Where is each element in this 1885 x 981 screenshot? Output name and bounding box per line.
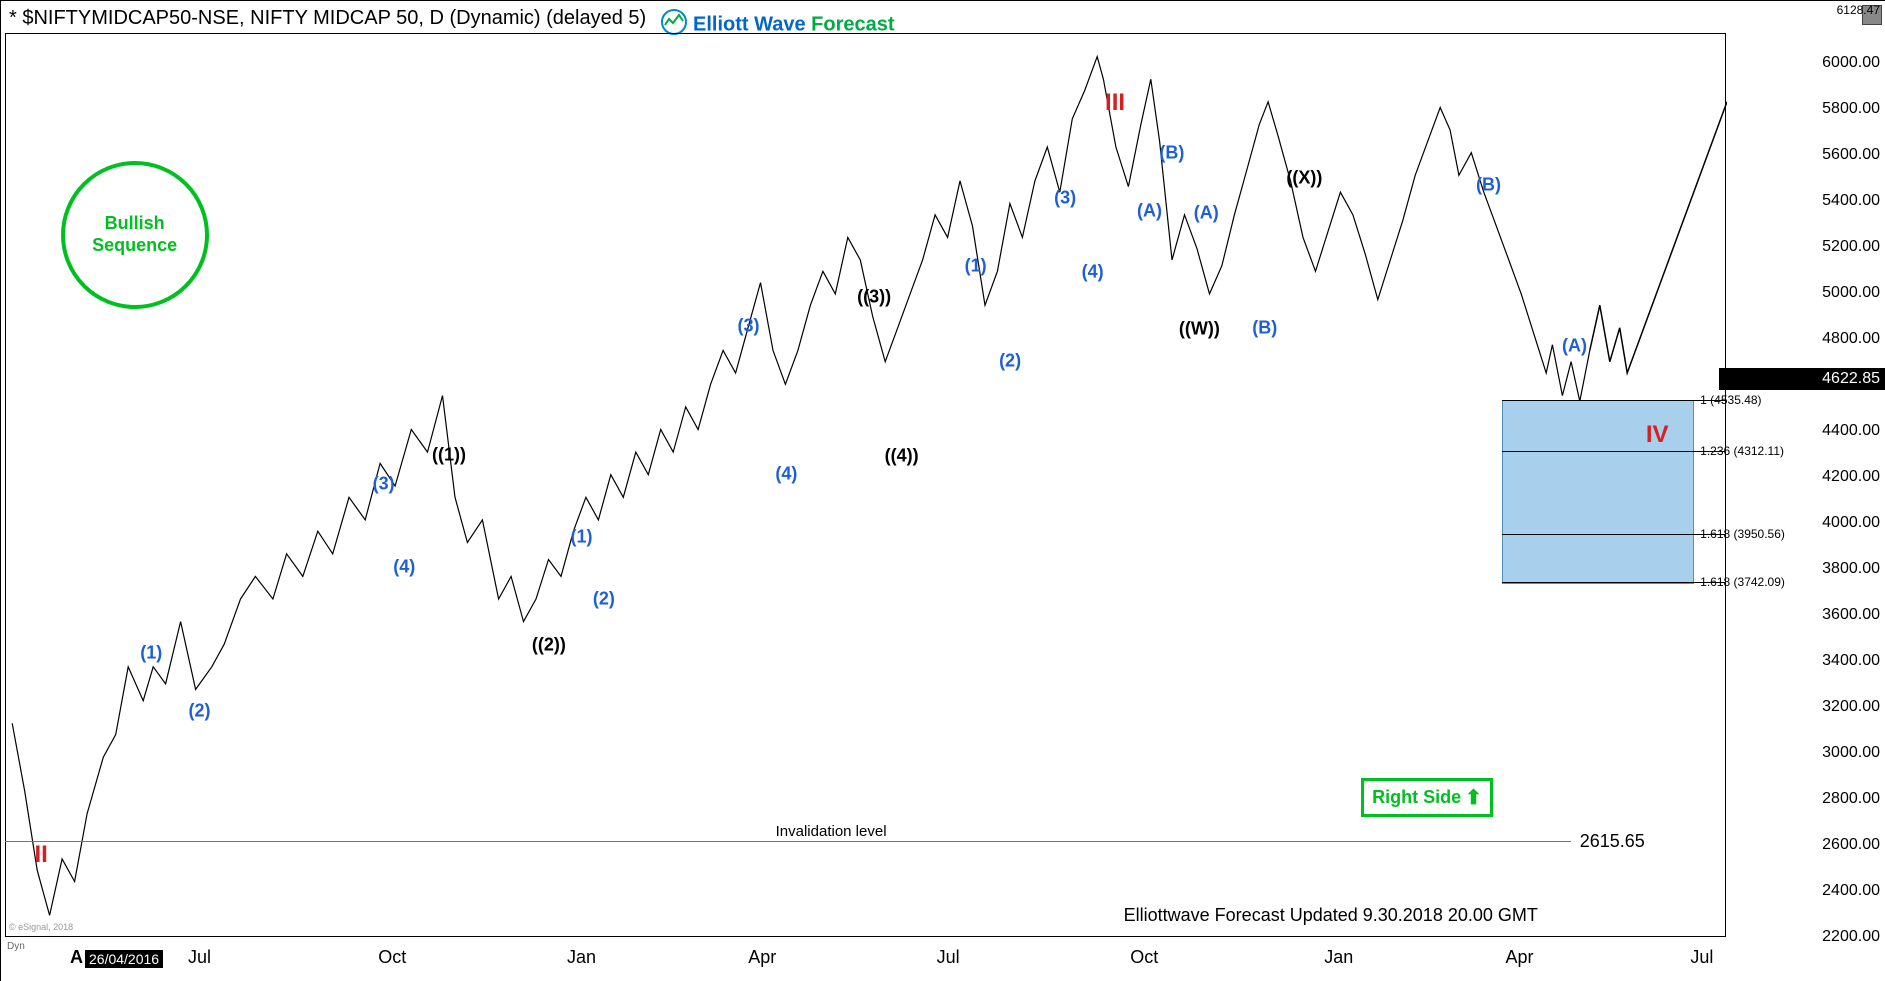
esignal-credit: © eSignal, 2018 xyxy=(9,922,73,932)
wave-label: (1) xyxy=(140,642,162,663)
wave-label: ((3)) xyxy=(857,287,891,308)
x-start-date: 26/04/2016 xyxy=(85,950,163,968)
y-tick: 3200.00 xyxy=(1822,698,1880,716)
y-tick: 4000.00 xyxy=(1822,514,1880,532)
wave-label: ((X)) xyxy=(1286,167,1322,188)
y-tick: 2800.00 xyxy=(1822,790,1880,808)
y-tick: 3600.00 xyxy=(1822,606,1880,624)
x-tick: Jul xyxy=(937,947,960,968)
wave-label: (2) xyxy=(593,588,615,609)
y-tick: 4400.00 xyxy=(1822,422,1880,440)
x-tick: Apr xyxy=(748,947,776,968)
y-tick: 5800.00 xyxy=(1822,100,1880,118)
logo-text-2: Forecast xyxy=(806,13,895,35)
wave-label: IV xyxy=(1646,421,1669,449)
y-tick: 2200.00 xyxy=(1822,928,1880,946)
fib-line xyxy=(1502,451,1726,452)
fib-line xyxy=(1502,400,1726,401)
wave-label: (A) xyxy=(1562,335,1587,356)
wave-label: ((4)) xyxy=(885,446,919,467)
wave-label: (A) xyxy=(1137,200,1162,221)
x-tick: Jan xyxy=(567,947,596,968)
wave-label: III xyxy=(1105,89,1125,117)
x-tick: Jul xyxy=(188,947,211,968)
wave-label: (B) xyxy=(1476,174,1501,195)
y-tick: 2600.00 xyxy=(1822,836,1880,854)
wave-label: (4) xyxy=(775,464,797,485)
y-tick: 3000.00 xyxy=(1822,744,1880,762)
y-top-label: 6128.47 xyxy=(1837,3,1880,17)
wave-label: (4) xyxy=(1082,261,1104,282)
y-tick: 3400.00 xyxy=(1822,652,1880,670)
fib-label: 1.618 (3950.56) xyxy=(1700,527,1785,541)
wave-label: (3) xyxy=(1054,188,1076,209)
wave-label: (B) xyxy=(1159,143,1184,164)
wave-label: (3) xyxy=(737,316,759,337)
y-tick: 5200.00 xyxy=(1822,238,1880,256)
x-axis: A 26/04/2016 Jul Oct Jan Apr Jul Oct Jan Apr Jul xyxy=(5,940,1726,981)
x-tick: Apr xyxy=(1505,947,1533,968)
wave-label: (3) xyxy=(373,473,395,494)
chart-title: * $NIFTYMIDCAP50-NSE, NIFTY MIDCAP 50, D… xyxy=(9,7,646,30)
fib-label: 1.618 (3742.09) xyxy=(1700,575,1785,589)
bullish-sequence-badge: Bullish Sequence xyxy=(61,161,209,309)
x-tick: Jan xyxy=(1324,947,1353,968)
wave-label: (1) xyxy=(965,256,987,277)
y-axis: 6128.47 2200.00 2400.00 2600.00 2800.00 3000.… xyxy=(1730,1,1885,981)
current-price-tag: 4622.85 xyxy=(1719,368,1885,390)
wave-label: II xyxy=(34,841,47,869)
wave-label: ((2)) xyxy=(532,634,566,655)
wave-label: (B) xyxy=(1252,318,1277,339)
fib-label: 1.236 (4312.11) xyxy=(1700,444,1784,458)
invalidation-label: Invalidation level xyxy=(776,823,887,840)
right-side-badge: Right Side⬆ xyxy=(1361,778,1493,817)
invalidation-line xyxy=(5,841,1571,842)
fib-line xyxy=(1502,534,1726,535)
logo-text-1: Elliott Wave xyxy=(693,13,806,35)
y-tick: 5000.00 xyxy=(1822,284,1880,302)
y-tick: 5400.00 xyxy=(1822,192,1880,210)
wave-label: (1) xyxy=(571,526,593,547)
wave-label: (4) xyxy=(393,556,415,577)
y-tick: 6000.00 xyxy=(1822,54,1880,72)
x-tick: Oct xyxy=(1130,947,1158,968)
fib-line xyxy=(1502,582,1726,583)
x-tick: Jul xyxy=(1690,947,1713,968)
arrow-up-icon: ⬆ xyxy=(1465,785,1482,810)
y-tick: 3800.00 xyxy=(1822,560,1880,578)
y-tick: 2400.00 xyxy=(1822,882,1880,900)
chart-container: * $NIFTYMIDCAP50-NSE, NIFTY MIDCAP 50, D… xyxy=(0,0,1885,981)
wave-label: ((W)) xyxy=(1179,319,1220,340)
x-tick: Oct xyxy=(378,947,406,968)
dyn-label: Dyn xyxy=(7,941,25,952)
wave-label: (A) xyxy=(1194,203,1219,224)
wave-label: (2) xyxy=(999,350,1021,371)
y-tick: 4800.00 xyxy=(1822,330,1880,348)
fib-label: 1 (4535.48) xyxy=(1700,393,1761,407)
y-tick: 4200.00 xyxy=(1822,468,1880,486)
wave-label: (2) xyxy=(188,701,210,722)
invalidation-value: 2615.65 xyxy=(1580,831,1645,852)
x-anchor-label: A xyxy=(70,947,83,968)
y-tick: 5600.00 xyxy=(1822,146,1880,164)
wave-label: ((1)) xyxy=(432,444,466,465)
forecast-timestamp: Elliottwave Forecast Updated 9.30.2018 2… xyxy=(1124,905,1538,926)
